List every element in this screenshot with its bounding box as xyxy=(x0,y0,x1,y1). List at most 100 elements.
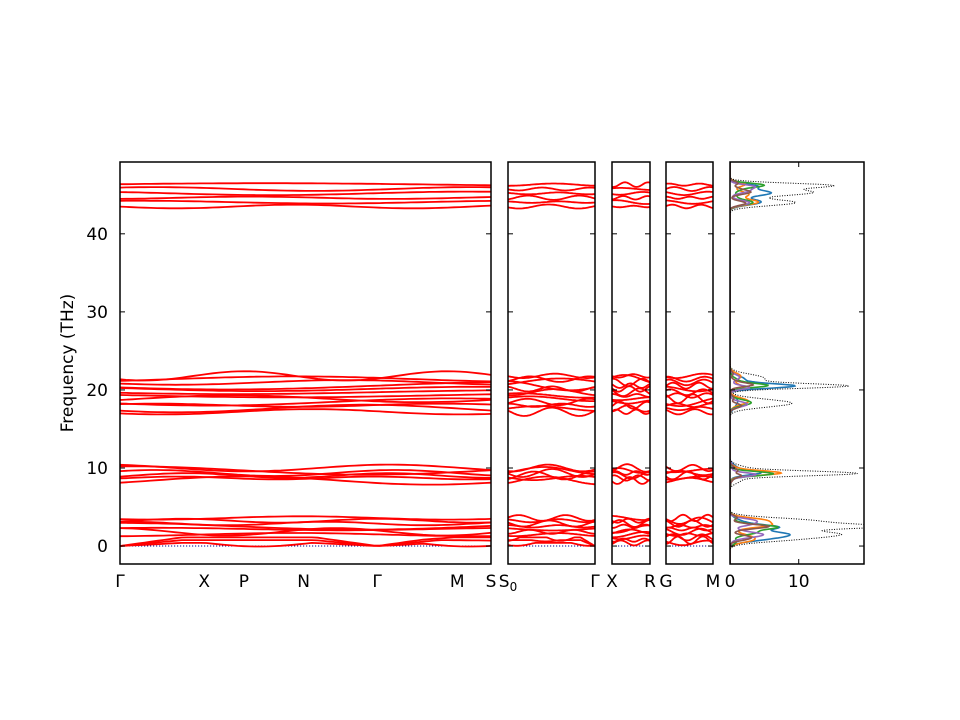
band-line xyxy=(666,408,713,416)
band-line xyxy=(666,385,713,393)
band-line xyxy=(120,402,491,408)
k-point-label: M xyxy=(450,572,465,592)
band-line xyxy=(120,541,491,548)
band-line xyxy=(120,475,491,481)
k-point-label: S xyxy=(486,572,497,592)
band-line xyxy=(612,463,650,473)
band-line xyxy=(612,404,650,413)
k-point-label: S0 xyxy=(499,572,517,594)
band-line xyxy=(120,190,491,197)
band-line xyxy=(508,468,595,478)
dos-x-tick-label: 0 xyxy=(725,572,736,592)
band-line xyxy=(508,200,595,204)
band-line xyxy=(612,186,650,191)
band-line xyxy=(612,181,650,188)
bands-p3 xyxy=(612,181,650,547)
band-line xyxy=(508,405,595,412)
band-line xyxy=(120,469,491,477)
panel-frame xyxy=(119,161,492,565)
band-line xyxy=(508,470,595,481)
band-line xyxy=(120,195,491,200)
band-line xyxy=(508,539,595,547)
partial-dos-line xyxy=(730,162,797,564)
band-line xyxy=(612,373,650,379)
k-point-label: R xyxy=(644,572,656,592)
band-line xyxy=(120,393,491,399)
panel-frame xyxy=(507,161,596,565)
band-line xyxy=(508,463,595,473)
band-line xyxy=(612,476,650,485)
band-line xyxy=(508,385,595,393)
partial-dos-line xyxy=(730,162,771,564)
band-line xyxy=(612,382,650,389)
band-line xyxy=(120,203,491,210)
bands-p4 xyxy=(666,182,713,547)
band-line xyxy=(612,534,650,541)
band-line xyxy=(508,527,595,532)
y-tick-label: 0 xyxy=(97,537,108,557)
band-line xyxy=(120,397,491,407)
band-line xyxy=(666,182,713,187)
band-line xyxy=(612,195,650,201)
panel-frame xyxy=(611,161,651,565)
band-line xyxy=(120,465,491,476)
band-line xyxy=(612,191,650,196)
total-dos-line xyxy=(730,162,864,564)
band-line xyxy=(612,470,650,476)
k-point-label: X xyxy=(198,572,210,592)
band-line xyxy=(666,199,713,205)
band-line xyxy=(508,203,595,210)
band-line xyxy=(508,542,595,547)
band-line xyxy=(508,528,595,535)
y-tick-label: 40 xyxy=(86,225,108,245)
k-point-label: Γ xyxy=(115,572,125,592)
band-line xyxy=(120,186,491,192)
panel-frame xyxy=(665,161,714,565)
band-line xyxy=(612,377,650,388)
band-line xyxy=(666,392,713,399)
band-line xyxy=(120,472,491,479)
band-line xyxy=(612,523,650,529)
band-line xyxy=(120,539,491,547)
band-line xyxy=(666,535,713,545)
k-point-label: M xyxy=(706,572,721,592)
band-line xyxy=(666,397,713,408)
band-line xyxy=(508,474,595,482)
dos-x-tick-label: 10 xyxy=(788,572,810,592)
band-line xyxy=(666,463,713,473)
band-line xyxy=(508,377,595,386)
bands-p2 xyxy=(508,182,595,547)
band-line xyxy=(612,408,650,415)
band-line xyxy=(612,399,650,405)
y-axis-label: Frequency (THz) xyxy=(58,294,78,433)
band-line xyxy=(120,515,491,521)
band-line xyxy=(612,519,650,528)
band-line xyxy=(666,402,713,409)
band-line xyxy=(120,379,491,386)
band-line xyxy=(612,537,650,543)
band-line xyxy=(508,182,595,187)
band-line xyxy=(508,514,595,522)
band-line xyxy=(508,372,595,380)
band-line xyxy=(612,396,650,402)
band-line xyxy=(666,467,713,474)
partial-dos-line xyxy=(730,162,779,564)
band-panel-p2: S0 Γ xyxy=(499,161,600,594)
band-line xyxy=(666,378,713,387)
band-line xyxy=(508,395,595,403)
band-line xyxy=(612,515,650,521)
band-line xyxy=(612,374,650,384)
band-line xyxy=(508,406,595,417)
band-line xyxy=(666,186,713,192)
band-line xyxy=(612,385,650,393)
k-point-label: Γ xyxy=(590,572,600,592)
band-line xyxy=(120,182,491,187)
partial-dos-line xyxy=(730,162,765,564)
dos-panel: 0 10 xyxy=(725,161,865,592)
k-point-label: P xyxy=(239,572,249,592)
band-line xyxy=(508,536,595,547)
dos-curves xyxy=(730,162,864,564)
